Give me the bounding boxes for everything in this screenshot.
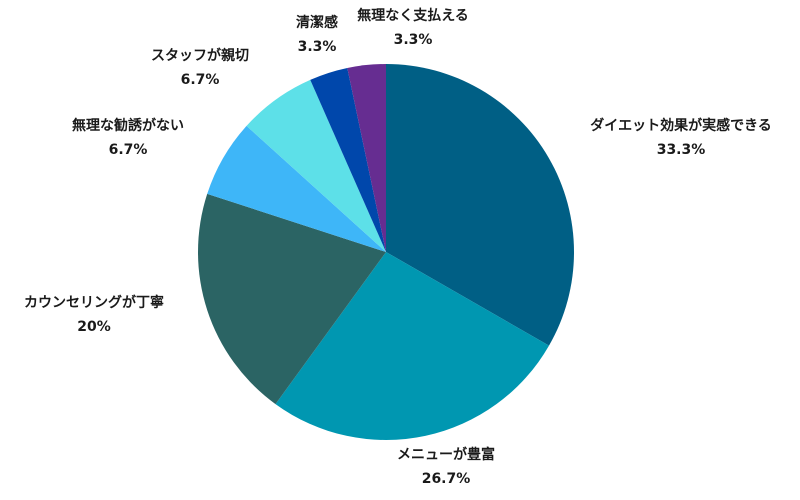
pie-slice-1 <box>275 252 550 440</box>
slice-label-1: メニューが豊富 <box>397 446 495 463</box>
pie-slice-6 <box>347 64 386 252</box>
slice-value-label-5: 3.3% <box>298 39 337 55</box>
slice-label-6: 無理なく支払える <box>357 7 469 24</box>
slice-label-4: スタッフが親切 <box>151 47 249 64</box>
pie-slice-5 <box>310 68 386 252</box>
pie-slices <box>198 64 574 440</box>
pie-slice-4 <box>246 79 386 252</box>
pie-slice-2 <box>198 193 386 405</box>
slice-value-label-3: 6.7% <box>109 142 148 158</box>
slice-label-2: カウンセリングが丁寧 <box>24 294 164 311</box>
slice-value-label-6: 3.3% <box>394 32 433 48</box>
slice-value-label-2: 20% <box>77 319 111 335</box>
pie-slice-3 <box>207 125 386 252</box>
pie-slice-0 <box>386 64 574 346</box>
slice-label-0: ダイエット効果が実感できる <box>590 117 772 134</box>
slice-value-label-0: 33.3% <box>657 142 706 158</box>
slice-label-3: 無理な勧誘がない <box>72 117 184 134</box>
slice-label-5: 清潔感 <box>296 14 338 31</box>
slice-value-label-4: 6.7% <box>181 72 220 88</box>
pie-labels: ダイエット効果が実感できる 33.3% メニューが豊富 26.7% カウンセリングが丁寧… <box>24 7 772 487</box>
slice-value-label-1: 26.7% <box>422 471 471 487</box>
